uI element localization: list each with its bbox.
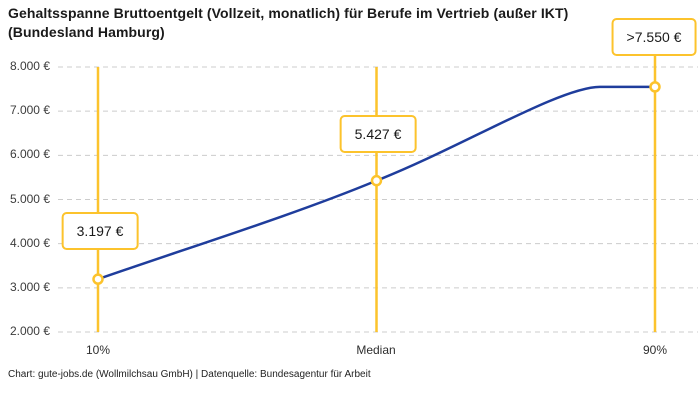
data-point-marker xyxy=(370,174,383,187)
attribution-footer: Chart: gute-jobs.de (Wollmilchsau GmbH) … xyxy=(8,369,371,380)
value-annotation-median: 5.427 € xyxy=(339,115,417,153)
chart-title-line1: Gehaltsspanne Bruttoentgelt (Vollzeit, m… xyxy=(8,5,569,21)
x-axis-label-90th-percentile: 90% xyxy=(642,343,668,357)
y-axis-tick-label: 8.000 € xyxy=(9,59,50,73)
data-point-marker xyxy=(92,273,104,285)
y-axis-tick-label: 4.000 € xyxy=(9,236,50,250)
x-axis-label-median: Median xyxy=(356,343,396,357)
data-point-marker xyxy=(649,81,661,93)
chart-title-line2: (Bundesland Hamburg) xyxy=(8,24,165,40)
x-axis-label-10th-percentile: 10% xyxy=(85,343,111,357)
value-annotation-10th-percentile: 3.197 € xyxy=(61,212,139,250)
value-annotation-90th-percentile: >7.550 € xyxy=(611,18,697,56)
y-axis-tick-label: 6.000 € xyxy=(9,147,50,161)
y-axis-tick-label: 5.000 € xyxy=(9,192,50,206)
y-axis-tick-label: 3.000 € xyxy=(9,280,50,294)
y-axis-tick-label: 2.000 € xyxy=(9,324,50,338)
y-axis-tick-label: 7.000 € xyxy=(9,103,50,117)
chart-title: Gehaltsspanne Bruttoentgelt (Vollzeit, m… xyxy=(8,4,694,42)
